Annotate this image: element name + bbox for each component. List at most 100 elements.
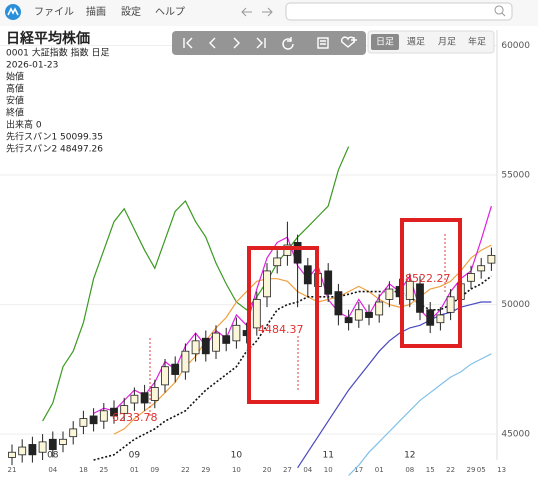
candle-body [48, 438, 57, 451]
x-day-label: 13 [497, 466, 506, 474]
x-day-label: 17 [354, 466, 363, 474]
candle-body [89, 415, 98, 425]
indicator-line [348, 353, 492, 476]
x-day-label: 29 [467, 466, 476, 474]
candle-body [222, 335, 231, 344]
candle-body [201, 337, 210, 355]
candle-body [303, 265, 312, 285]
plot-area: 45000 50000 55000 60000 21 04 08 18 25 01 09 09 22 29… [0, 30, 530, 476]
x-month-label: 09 [129, 451, 141, 461]
annotation: 6233.78 [112, 411, 158, 424]
nav-arrows[interactable] [241, 7, 273, 17]
menu-item[interactable]: 描画 [86, 5, 106, 18]
indicator-line [113, 244, 492, 435]
candle-body [38, 441, 47, 453]
x-day-label: 22 [446, 466, 455, 474]
menu-item[interactable]: ファイル [34, 7, 74, 18]
indicator-line [42, 146, 350, 422]
instrument-code: 0001 大証指数 指数 日足 [6, 47, 110, 59]
x-day-label: 04 [303, 466, 312, 474]
ohlc-field: 高値 [6, 83, 24, 95]
candle-body [99, 410, 108, 422]
volume: 出来高 0 [6, 119, 42, 131]
candle-body [467, 273, 475, 282]
x-day-label: 05 [477, 466, 486, 474]
candle-body [273, 257, 282, 267]
y-tick-label: 60000 [501, 41, 530, 51]
x-day-label: 20 [263, 466, 272, 474]
x-day-label: 01 [130, 466, 139, 474]
x-day-label: 25 [99, 466, 108, 474]
search-box[interactable] [285, 2, 513, 21]
candle-body [487, 254, 496, 264]
candle-body [18, 446, 27, 456]
candle-body [79, 418, 88, 427]
candle-body [416, 283, 424, 313]
candle-body [232, 324, 241, 342]
y-tick-label: 45000 [501, 430, 530, 440]
candle-body [120, 405, 129, 414]
period-bar [367, 30, 495, 54]
menu-item[interactable]: ヘルプ [155, 6, 185, 18]
candle-body [110, 407, 118, 417]
candle-body [59, 438, 67, 445]
menu-item[interactable]: 設定 [121, 6, 141, 18]
candle-body [8, 451, 16, 458]
candle-body [334, 291, 343, 316]
x-day-label: 08 [405, 466, 414, 474]
search-icon [494, 5, 506, 17]
candle-body [263, 270, 271, 298]
candle-body [293, 242, 302, 264]
candle-body [150, 387, 159, 401]
period-button[interactable]: 年足 [468, 36, 486, 48]
candle-body [354, 309, 363, 321]
toolbar [172, 31, 366, 55]
x-day-label: 18 [79, 466, 88, 474]
candle-body [212, 332, 220, 352]
period-button[interactable]: 日足 [376, 37, 394, 48]
candle-body [252, 298, 261, 329]
x-day-label: 15 [426, 466, 435, 474]
toolbar-icons[interactable] [183, 36, 357, 50]
candle-body [365, 311, 373, 318]
indicator-line [93, 205, 492, 414]
candle-body [191, 340, 200, 355]
x-day-label: 21 [8, 466, 17, 474]
candle-body [161, 366, 169, 386]
candle-body [426, 309, 435, 326]
highlight-box [247, 246, 319, 404]
app-logo [5, 4, 21, 20]
candle-body [375, 301, 384, 316]
x-day-label: 09 [150, 466, 159, 474]
y-tick-label: 55000 [501, 171, 530, 181]
y-tick-label: 50000 [501, 300, 530, 310]
x-day-label: 10 [232, 466, 241, 474]
indicator-line [93, 275, 492, 461]
candle-body [405, 280, 414, 300]
candle-body [324, 270, 333, 295]
x-day-label: 22 [181, 466, 190, 474]
span1-value: 先行スパン1 50099.35 [6, 131, 103, 143]
candle-body [130, 394, 139, 404]
candle-body [69, 428, 78, 438]
candle-body [477, 265, 486, 272]
candle-body [181, 350, 190, 373]
x-day-label: 01 [375, 466, 384, 474]
candle-body [140, 392, 149, 404]
x-month-label: 10 [231, 451, 243, 461]
x-month-label: 12 [404, 451, 415, 461]
annotation-line [149, 234, 446, 418]
indicator-line [297, 301, 492, 469]
candle-body [283, 244, 292, 256]
annotation: 4484.37 [258, 323, 304, 336]
date: 2026-01-23 [6, 61, 58, 71]
period-button[interactable]: 週足 [407, 37, 425, 48]
x-month-label: 11 [322, 451, 333, 461]
period-button[interactable]: 月足 [438, 37, 456, 48]
candle-body [385, 288, 394, 300]
candle-body [436, 314, 445, 324]
x-day-label: 29 [201, 466, 210, 474]
period-active [371, 34, 399, 50]
highlight-box [400, 218, 462, 348]
